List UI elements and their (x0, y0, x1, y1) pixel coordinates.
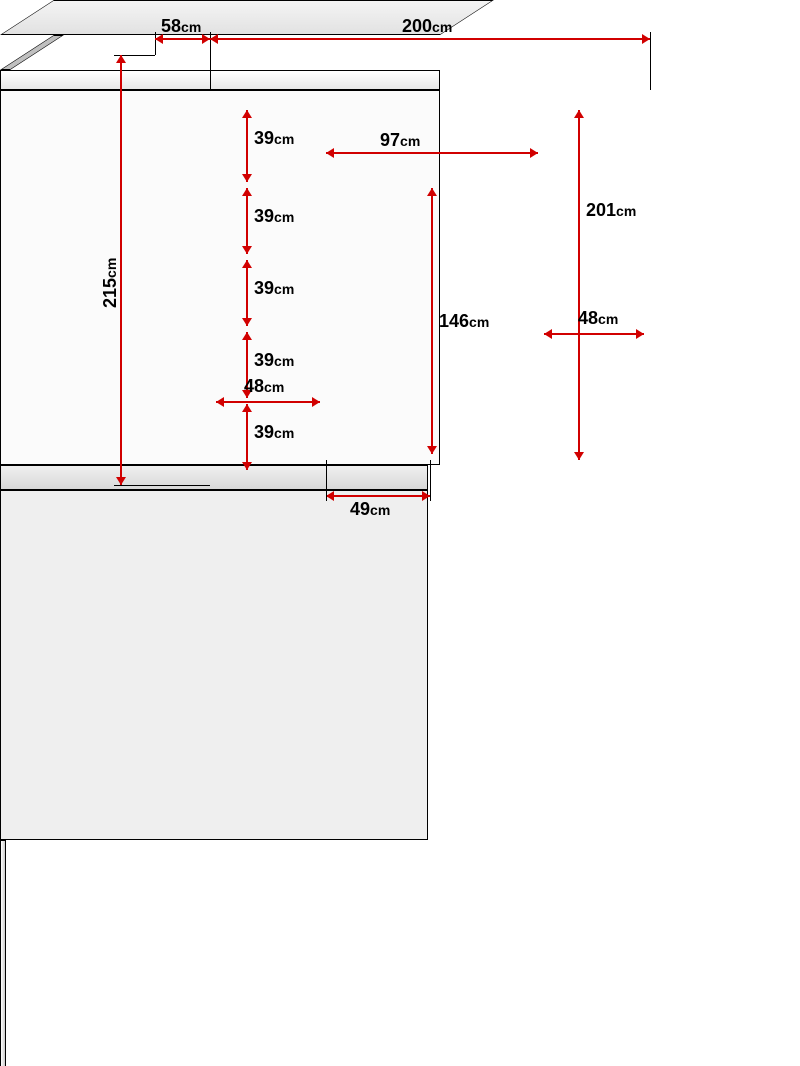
dim-label-width: 200cm (402, 16, 452, 37)
arrowhead (312, 397, 320, 407)
dim-line (246, 260, 248, 326)
arrowhead (242, 110, 252, 118)
dim-line (216, 401, 320, 403)
dim-line (246, 404, 248, 470)
arrowhead (636, 329, 644, 339)
arrowhead (116, 477, 126, 485)
arrowhead (242, 246, 252, 254)
arrowhead (242, 188, 252, 196)
arrowhead (216, 397, 224, 407)
dim-label-shelf_h_2: 39cm (254, 206, 294, 227)
ext-line (430, 460, 431, 501)
dim-label-right_shelf_w: 48cm (578, 308, 618, 329)
arrowhead (574, 452, 584, 460)
divider-1 (0, 840, 6, 1066)
wardrobe-interior (0, 490, 428, 840)
arrowhead (116, 55, 126, 63)
dim-label-height: 215cm (100, 257, 121, 307)
dim-line (326, 152, 538, 154)
dim-line (246, 188, 248, 254)
dim-label-shelf_h_3: 39cm (254, 278, 294, 299)
wardrobe-top-rail (0, 70, 440, 90)
arrowhead (242, 174, 252, 182)
dim-line (431, 188, 433, 454)
dim-label-shelf_h_1: 39cm (254, 128, 294, 149)
arrowhead (210, 34, 218, 44)
wardrobe-base (0, 465, 428, 490)
arrowhead (427, 188, 437, 196)
ext-line (326, 460, 327, 501)
ext-line (650, 32, 651, 90)
arrowhead (242, 260, 252, 268)
dim-line (578, 110, 580, 460)
dim-label-depth: 58cm (161, 16, 201, 37)
dim-label-shelf_h_4: 39cm (254, 350, 294, 371)
dim-label-center_top_w: 97cm (380, 130, 420, 151)
arrowhead (544, 329, 552, 339)
arrowhead (427, 446, 437, 454)
arrowhead (242, 332, 252, 340)
dim-label-shelf_w_left: 48cm (244, 376, 284, 397)
arrowhead (242, 462, 252, 470)
arrowhead (422, 491, 430, 501)
wardrobe-top-side (0, 35, 64, 70)
wardrobe-front (0, 90, 440, 465)
arrowhead (326, 491, 334, 501)
arrowhead (242, 318, 252, 326)
dim-line (210, 38, 650, 40)
arrowhead (642, 34, 650, 44)
dim-label-center_h: 146cm (439, 311, 489, 332)
dim-label-shelf_h_5: 39cm (254, 422, 294, 443)
dim-line (544, 333, 644, 335)
arrowhead (574, 110, 584, 118)
arrowhead (530, 148, 538, 158)
arrowhead (326, 148, 334, 158)
ext-line (114, 485, 210, 486)
dim-label-center_bot_w: 49cm (350, 499, 390, 520)
dim-label-right_inner_h: 201cm (586, 200, 636, 221)
dim-line (326, 495, 430, 497)
arrowhead (242, 404, 252, 412)
dim-line (246, 110, 248, 182)
arrowhead (202, 34, 210, 44)
diagram-stage: 58cm 200cm 215cm 39cm 39cm 39cm 39cm 39cm 48cm 97… (0, 0, 800, 533)
